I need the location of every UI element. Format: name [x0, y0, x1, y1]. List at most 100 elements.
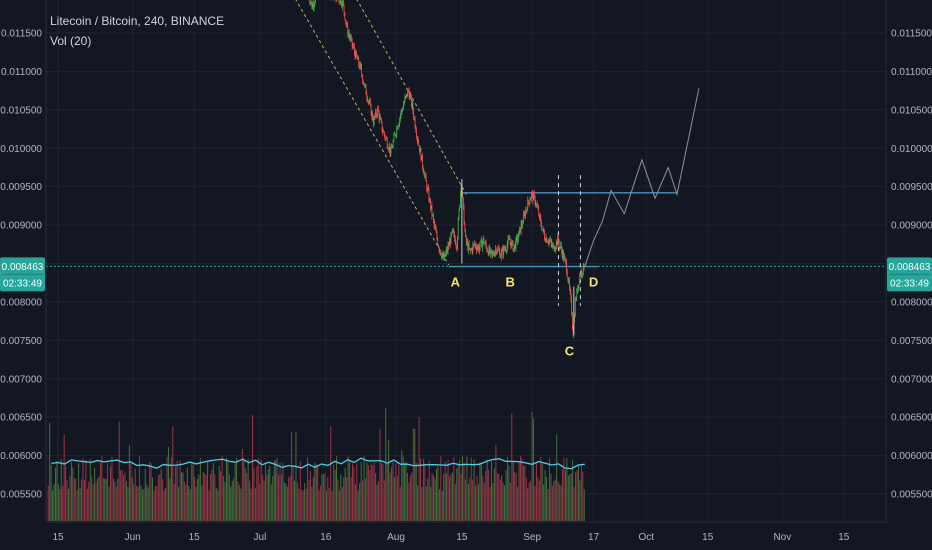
volume-bar [175, 466, 177, 521]
candle-body [314, 2, 316, 5]
candle-body [452, 228, 454, 232]
candle-body [521, 223, 523, 226]
volume-bar [95, 482, 97, 521]
volume-bar [289, 475, 291, 521]
volume-moving-average [51, 457, 585, 470]
volume-bar [85, 460, 87, 521]
volume-bar [156, 485, 158, 521]
candle-body [362, 74, 363, 82]
candle-body [438, 247, 440, 252]
volume-bar [207, 462, 209, 521]
candle-body [404, 97, 406, 103]
candle-body [554, 249, 556, 251]
volume-bar [441, 490, 443, 521]
volume-bar [443, 474, 445, 521]
volume-bar [450, 474, 452, 521]
candle-body [485, 242, 487, 247]
candle-body [495, 249, 497, 253]
chart-title[interactable]: Litecoin / Bitcoin, 240, BINANCE [50, 14, 225, 28]
candle-body [424, 174, 425, 176]
x-tick-label: 15 [189, 532, 201, 543]
volume-bar [185, 484, 187, 521]
volume-bar [357, 490, 359, 521]
volume-bar [294, 481, 296, 521]
volume-bar [502, 482, 504, 521]
volume-bar [140, 485, 142, 521]
volume-bar [243, 458, 245, 521]
candle-body [471, 248, 472, 250]
volume-bar [179, 460, 181, 521]
candle-body [471, 248, 473, 252]
volume-bar [433, 475, 435, 521]
time-axis[interactable]: 15 Jun 15 Jul 16 Aug 15 Sep 17 Oct 15 Nov 15 [52, 532, 849, 543]
candle-body [514, 244, 515, 249]
volume-bar [338, 490, 340, 521]
volume-bar [144, 468, 146, 521]
candle-body [438, 244, 439, 248]
volume-bar [340, 474, 342, 521]
volume-bar [65, 465, 67, 521]
volume-bar [241, 448, 243, 521]
candle-body [580, 270, 582, 276]
candle-body [418, 142, 420, 146]
candle-body [419, 145, 420, 152]
volume-bar [422, 458, 424, 521]
volume-bar [125, 481, 127, 521]
candle-body [416, 136, 418, 140]
volume-bar [420, 458, 422, 521]
candle-body [539, 214, 540, 216]
volume-bar [278, 474, 280, 521]
volume-bar [560, 485, 562, 521]
volume-bar [379, 428, 381, 521]
volume-bar [314, 462, 316, 521]
candle-body [486, 246, 488, 251]
volume-bar [76, 490, 78, 521]
volume-bar [137, 486, 139, 521]
volume-bar [66, 480, 68, 521]
volume-bar [347, 456, 349, 521]
volume-bar [149, 461, 151, 521]
volume-bar [120, 470, 122, 521]
volume-bar [496, 473, 498, 521]
volume-bar [78, 463, 80, 521]
candle-body [496, 251, 498, 253]
volume-bar [152, 477, 154, 521]
volume-bar [49, 422, 51, 521]
x-tick-label: 16 [320, 532, 332, 543]
volume-bar [288, 477, 290, 521]
candle-body [378, 112, 380, 120]
candle-body [358, 57, 360, 65]
candle-body [576, 289, 578, 300]
candle-body [506, 250, 507, 251]
volume-bar [218, 465, 220, 521]
volume-indicator-label[interactable]: Vol (20) [50, 34, 92, 48]
candle-body [443, 254, 444, 260]
volume-bar [79, 487, 81, 521]
candle-body [446, 249, 447, 253]
candle-body [533, 193, 535, 197]
volume-bar [141, 489, 143, 521]
candle-body [372, 120, 374, 125]
candle-body [385, 138, 387, 139]
volume-bar [322, 474, 324, 521]
candle-body [535, 204, 537, 205]
volume-bar [444, 461, 446, 521]
volume-bar [117, 478, 119, 521]
candle-body [347, 25, 349, 35]
current-price-value-right: 0.008463 [889, 262, 931, 273]
volume-bar [257, 458, 259, 521]
volume-bar [554, 479, 556, 521]
volume-bar [488, 469, 490, 521]
candle-body [525, 209, 527, 211]
volume-bar [234, 463, 236, 521]
y-tick-label-right: 0.011000 [891, 67, 932, 78]
volume-bar [517, 487, 519, 521]
volume-bar [359, 483, 361, 521]
candle-body [500, 256, 502, 258]
volume-bar [47, 485, 49, 521]
volume-bar [298, 488, 300, 521]
candle-body [575, 299, 577, 301]
candle-body [432, 214, 433, 216]
candle-body [370, 101, 371, 105]
